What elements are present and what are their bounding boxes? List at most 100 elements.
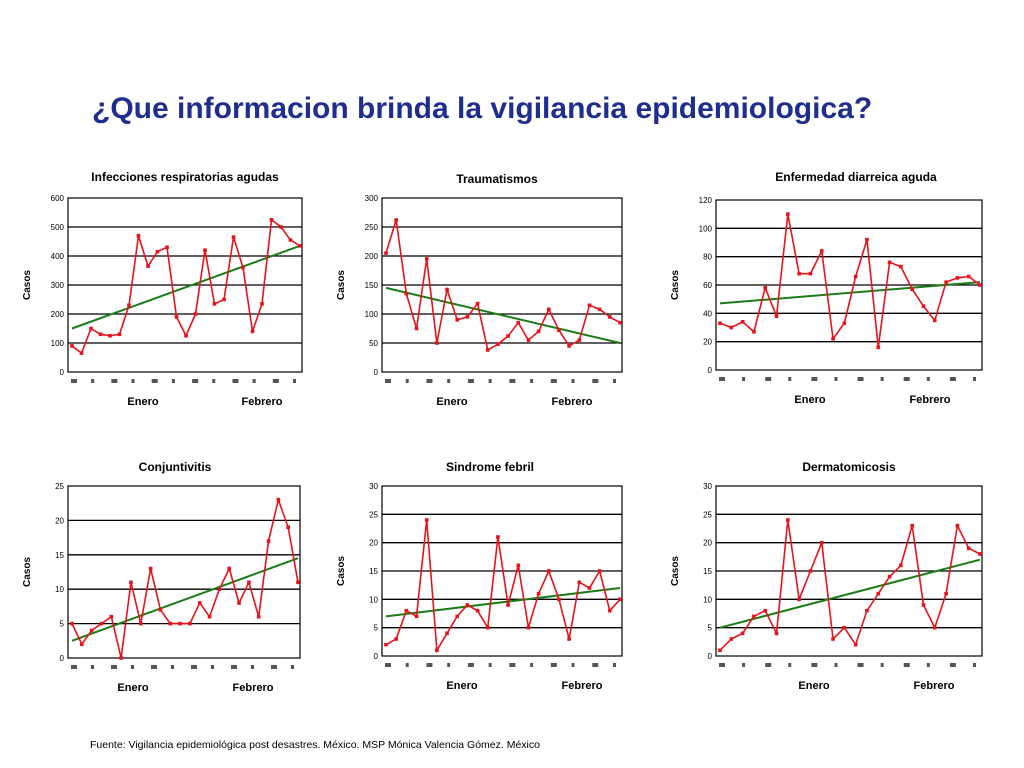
x-tick-mark xyxy=(426,663,433,667)
data-point xyxy=(155,249,160,254)
data-point xyxy=(445,631,449,636)
data-point xyxy=(79,351,84,355)
data-point xyxy=(752,614,756,619)
data-point xyxy=(978,552,982,556)
data-point xyxy=(178,621,182,626)
x-tick-mark xyxy=(550,663,557,667)
data-point xyxy=(865,608,869,613)
x-tick-mark xyxy=(788,663,792,667)
data-point xyxy=(516,320,521,325)
x-tick-mark xyxy=(426,379,433,383)
data-point xyxy=(546,569,551,573)
x-tick-mark xyxy=(231,665,237,669)
data-point xyxy=(146,264,150,268)
data-point xyxy=(424,257,429,261)
data-point xyxy=(944,280,948,284)
data-point xyxy=(247,580,251,585)
data-point xyxy=(148,566,153,571)
x-tick-mark xyxy=(71,665,77,669)
x-tick-mark xyxy=(903,377,910,381)
x-tick-mark xyxy=(742,663,746,667)
data-point xyxy=(740,320,745,324)
x-tick-mark xyxy=(926,663,930,667)
trend-line xyxy=(385,587,621,618)
data-point xyxy=(577,338,582,342)
x-tick-mark xyxy=(251,665,254,669)
y-tick-label: 20 xyxy=(703,539,712,548)
x-tick-mark xyxy=(857,377,864,381)
x-tick-mark xyxy=(291,665,294,669)
x-tick-mark xyxy=(811,663,818,667)
data-point xyxy=(557,597,561,602)
data-point xyxy=(718,321,722,326)
x-axis-label-enero: Enero xyxy=(127,396,158,408)
x-tick-mark xyxy=(171,665,174,669)
data-point xyxy=(608,315,612,319)
data-point xyxy=(932,625,937,630)
y-tick-label: 25 xyxy=(703,510,712,519)
x-tick-mark xyxy=(467,663,474,667)
data-point xyxy=(910,287,914,292)
data-point xyxy=(819,540,824,545)
data-point xyxy=(786,212,790,216)
y-tick-label: 300 xyxy=(365,194,379,203)
y-tick-label: 200 xyxy=(51,310,65,319)
y-tick-label: 300 xyxy=(51,281,65,290)
data-point xyxy=(203,248,207,252)
x-tick-mark xyxy=(926,377,930,381)
x-axis-label-febrero: Febrero xyxy=(914,680,955,692)
x-tick-mark xyxy=(880,377,884,381)
data-point xyxy=(831,337,835,341)
x-tick-mark xyxy=(111,379,118,383)
data-point xyxy=(808,569,813,573)
x-axis-label-enero: Enero xyxy=(436,396,467,408)
chart-0: 0 100 200 300 400 500 600 Casos Enero Febrero xyxy=(22,194,303,408)
x-tick-mark xyxy=(212,379,216,383)
y-tick-label: 80 xyxy=(703,253,712,262)
data-point xyxy=(414,614,419,619)
x-axis-label-febrero: Febrero xyxy=(910,394,951,406)
data-point xyxy=(168,621,173,626)
data-point xyxy=(899,264,903,269)
data-point xyxy=(455,318,460,322)
data-point xyxy=(394,218,398,222)
data-point xyxy=(587,303,592,308)
data-point xyxy=(729,637,734,641)
data-point xyxy=(188,621,192,626)
data-point xyxy=(117,332,122,337)
data-point xyxy=(80,642,84,647)
data-point xyxy=(876,591,881,596)
x-tick-mark xyxy=(488,379,492,383)
data-point xyxy=(241,265,245,270)
y-tick-label: 100 xyxy=(365,310,379,319)
x-tick-mark xyxy=(903,663,910,667)
x-tick-mark xyxy=(293,379,296,383)
data-point xyxy=(587,586,592,590)
series-line xyxy=(385,219,621,352)
x-tick-mark xyxy=(467,379,474,383)
chart-title-0: Infecciones respiratorias agudas xyxy=(91,170,279,184)
x-tick-mark xyxy=(151,379,158,383)
data-point xyxy=(842,625,847,630)
x-tick-mark xyxy=(385,663,391,667)
y-tick-label: 250 xyxy=(365,223,379,232)
x-tick-mark xyxy=(131,379,135,383)
y-tick-label: 10 xyxy=(703,595,712,604)
y-axis-label: Casos xyxy=(336,556,347,586)
x-tick-mark xyxy=(191,665,197,669)
y-tick-label: 500 xyxy=(51,223,65,232)
data-point xyxy=(394,637,398,641)
data-point xyxy=(296,580,300,585)
data-point xyxy=(174,315,179,319)
x-tick-mark xyxy=(151,665,157,669)
y-tick-label: 150 xyxy=(365,281,379,290)
data-point xyxy=(506,603,510,607)
data-point xyxy=(887,574,892,579)
chart-4: 0 5 10 15 20 25 30 Casos Enero Febrero xyxy=(336,482,623,692)
trend-line xyxy=(71,244,301,330)
data-point xyxy=(435,648,439,653)
y-axis-label: Casos xyxy=(22,270,33,300)
data-point xyxy=(158,608,163,612)
data-point xyxy=(108,333,112,338)
